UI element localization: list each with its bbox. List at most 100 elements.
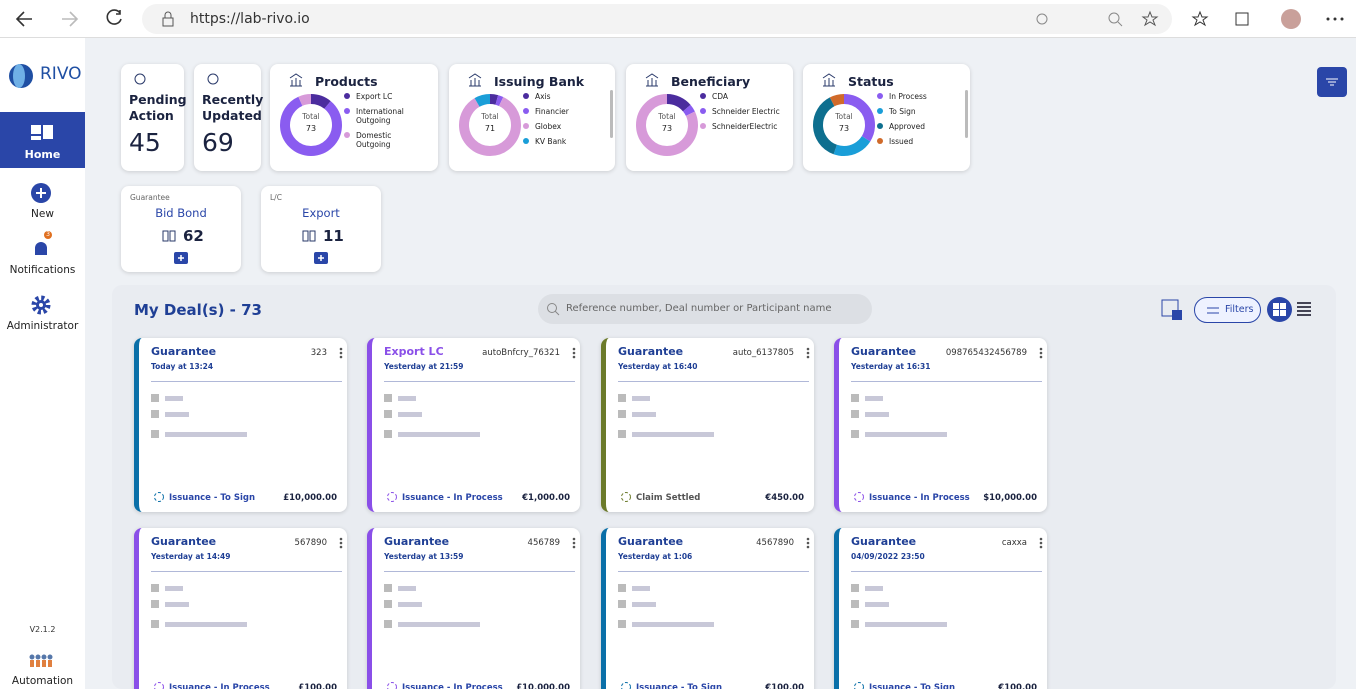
deal-amount: £100.00 xyxy=(298,683,337,689)
deal-card[interactable]: Export LC autoBnfcry_76321 Yesterday at 21… xyxy=(367,338,580,512)
quick-card[interactable]: Guarantee Bid Bond 62 xyxy=(121,186,241,272)
legend-dot xyxy=(700,108,706,114)
stat-icon xyxy=(207,73,219,85)
deal-card[interactable]: Guarantee 456789 Yesterday at 13:59 Issuanc… xyxy=(367,528,580,689)
nav-item[interactable]: Home xyxy=(0,112,85,168)
legend-item: International Outgoing xyxy=(344,107,424,125)
nav-label: New xyxy=(31,208,54,220)
quick-title: Bid Bond xyxy=(155,206,207,220)
legend-item: Issued xyxy=(877,137,957,146)
divider xyxy=(618,571,809,572)
icon-part xyxy=(151,394,159,402)
status-icon xyxy=(854,682,864,689)
donut-total-label: Total xyxy=(835,112,853,121)
deal-type: Guarantee xyxy=(851,345,917,358)
legend-item: CDA xyxy=(700,92,780,101)
icon-part xyxy=(398,622,480,627)
icon-part xyxy=(806,537,810,541)
icon-part xyxy=(165,622,247,627)
divider xyxy=(384,381,575,382)
search-box[interactable]: Reference number, Deal number or Partici… xyxy=(538,294,872,324)
divider xyxy=(851,571,1042,572)
donut-slice xyxy=(280,94,342,156)
deals-panel: My Deal(s) - 73 Reference number, Deal nu… xyxy=(112,285,1336,689)
donut-title: Beneficiary xyxy=(671,74,751,89)
deal-amount: $10,000.00 xyxy=(983,493,1037,503)
icon-part xyxy=(151,410,159,418)
deal-type: Guarantee xyxy=(618,345,684,358)
list-view-button xyxy=(1297,302,1311,316)
legend-item: SchneiderElectric xyxy=(700,122,780,131)
nav-item[interactable]: New xyxy=(0,172,85,222)
icon-part xyxy=(1039,347,1043,351)
deal-card[interactable]: Guarantee caxxa 04/09/2022 23:50 Issuance -… xyxy=(834,528,1047,689)
icon-part xyxy=(572,537,576,541)
deal-type: Export LC xyxy=(384,345,444,358)
browser-tools[interactable] xyxy=(1030,8,1350,30)
icon-part xyxy=(632,622,714,627)
more-menu xyxy=(572,537,576,549)
nav-item[interactable]: Notifications xyxy=(0,228,85,278)
icon-part xyxy=(851,410,859,418)
deal-card[interactable]: Guarantee 323 Today at 13:24 Issuance - To … xyxy=(134,338,347,512)
nav-icon xyxy=(31,183,51,203)
icon-part xyxy=(468,73,482,87)
add-button[interactable] xyxy=(314,252,328,264)
icon-part xyxy=(165,412,189,417)
nav-buttons[interactable] xyxy=(14,8,134,30)
icon-part xyxy=(387,682,397,689)
icon-part xyxy=(851,430,859,438)
legend-label: Domestic Outgoing xyxy=(356,131,392,149)
quick-card[interactable]: L/C Export 11 xyxy=(261,186,381,272)
deal-date: 04/09/2022 23:50 xyxy=(851,552,925,561)
icon-part xyxy=(384,584,392,592)
grid-view-button[interactable] xyxy=(1267,297,1292,322)
legend-item: Financier xyxy=(523,107,603,116)
filters-button[interactable]: Filters xyxy=(1194,297,1261,323)
legend-item: Axis xyxy=(523,92,603,101)
quick-category: Guarantee xyxy=(130,193,170,202)
redacted-details xyxy=(384,584,480,628)
deal-type: Guarantee xyxy=(151,345,217,358)
icon-part xyxy=(154,682,164,689)
status-icon xyxy=(621,492,631,502)
donut-title: Status xyxy=(848,74,894,89)
donut-slice xyxy=(813,94,875,156)
icon-part xyxy=(289,73,303,87)
donut-card: Beneficiary Total 73 CDA Schneider Electric S… xyxy=(626,64,793,171)
deal-card[interactable]: Guarantee 4567890 Yesterday at 1:06 Issuanc… xyxy=(601,528,814,689)
menu-button[interactable] xyxy=(1317,67,1347,97)
status-icon xyxy=(854,492,864,502)
logo-text: RIVO xyxy=(40,64,82,84)
deal-card[interactable]: Guarantee 098765432456789 Yesterday at 16:… xyxy=(834,338,1047,512)
legend-item: Export LC xyxy=(344,92,424,101)
address-bar[interactable] xyxy=(142,4,1172,34)
add-button[interactable] xyxy=(174,252,188,264)
icon-part xyxy=(36,660,40,667)
donut-card: Status Total 73 In Process To Sign Approved Is… xyxy=(803,64,970,171)
nav-item[interactable]: Administrator xyxy=(0,284,85,334)
redacted-details xyxy=(851,584,947,628)
deal-status: Claim Settled xyxy=(636,493,701,503)
deal-type: Guarantee xyxy=(851,535,917,548)
donut xyxy=(813,94,875,156)
deal-date: Today at 13:24 xyxy=(151,362,214,371)
browser-bar: https://lab-rivo.io xyxy=(0,0,1356,38)
legend-item: KV Bank xyxy=(523,137,603,146)
deal-date: Yesterday at 14:49 xyxy=(151,552,231,561)
notification-badge: 3 xyxy=(44,231,52,239)
icon-part xyxy=(572,351,576,355)
legend-dot xyxy=(700,93,706,99)
legend-dot xyxy=(877,108,883,114)
icon-part xyxy=(398,586,416,591)
deal-card[interactable]: Guarantee 567890 Yesterday at 14:49 Issuanc… xyxy=(134,528,347,689)
icon-part xyxy=(384,410,392,418)
legend-item: To Sign xyxy=(877,107,957,116)
icon-part xyxy=(154,492,164,502)
deal-card[interactable]: Guarantee auto_6137805 Yesterday at 16:40 C… xyxy=(601,338,814,512)
legend-dot xyxy=(877,93,883,99)
quick-icon xyxy=(302,230,316,242)
legend: CDA Schneider Electric SchneiderElectric xyxy=(700,92,780,154)
icon-part xyxy=(151,430,159,438)
